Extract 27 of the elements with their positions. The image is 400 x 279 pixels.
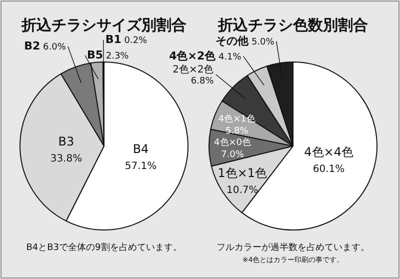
data-label: 4.1% [216,52,242,62]
data-label: 6.0% [40,42,66,52]
data-label: 60.1% [312,164,345,176]
data-label: 7.0% [221,150,244,160]
chart-title: 折込チラシ色数別割合 [217,16,368,34]
slice-label: B5 [86,48,104,62]
data-label: 0.2% [121,36,148,46]
data-label: 10.7% [226,185,258,196]
slice-label: 2色×2色 [172,63,214,76]
data-label: 33.8% [50,153,82,164]
text: フルカラーが過半数を占めています。 [216,242,370,253]
slice-label: 4色×0色 [214,137,252,148]
slice-label: 4色×4色 [304,145,354,160]
slice-label: B1 [105,33,122,46]
text: B4とB3で全体の9割を占めています。 [26,242,182,253]
data-label: 2.3% [103,51,130,62]
data-label: 5.8% [225,126,249,136]
slice-label: その他 [216,34,250,48]
slice-label: B2 [24,39,40,52]
slice-label: B4 [132,142,149,156]
slice-label: 1色×1色 [218,166,268,180]
chart-title: 折込チラシサイズ別割合 [20,16,186,34]
slice-label: 4色×2色 [169,49,217,62]
data-label: 5.0% [248,37,275,48]
slice-label: B3 [58,134,74,148]
data-label: 6.8% [190,76,214,86]
data-label: 57.1% [124,160,157,172]
